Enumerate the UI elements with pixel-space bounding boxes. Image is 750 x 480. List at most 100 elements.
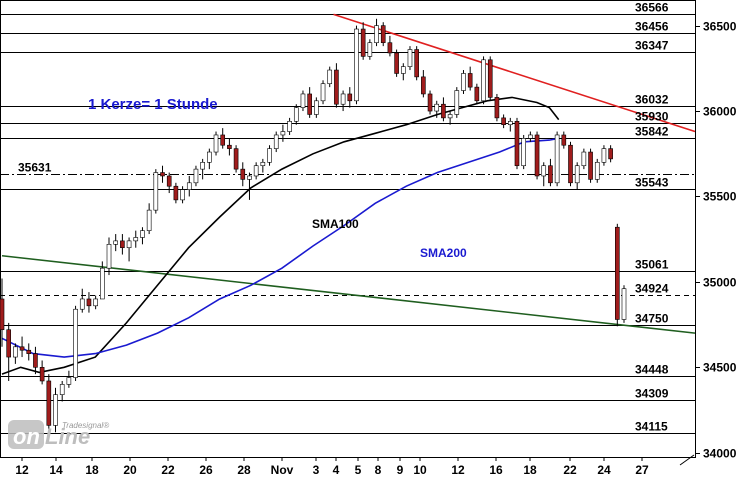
candles (0, 18, 627, 433)
candle-body (367, 42, 373, 57)
candle-body (33, 353, 38, 368)
candle-body (307, 93, 312, 115)
candle-body (394, 52, 399, 74)
candle-body (360, 28, 366, 57)
x-tick-label: 4 (333, 463, 340, 477)
candle-body (133, 237, 139, 242)
candle-body (200, 161, 205, 170)
candle-body (400, 66, 406, 74)
candle-body (267, 148, 272, 163)
moving-averages (1, 96, 560, 375)
x-tick-label: 12 (15, 463, 29, 477)
candle-body (548, 165, 553, 184)
x-tick-label: Nov (271, 463, 294, 477)
level-label: 36566 (635, 1, 669, 15)
candle-body (608, 148, 613, 160)
candle-body (240, 168, 246, 180)
candle-body (507, 120, 513, 126)
candle-body (260, 161, 266, 167)
candle-body (140, 230, 145, 238)
candle-body (160, 172, 165, 177)
x-tick-label: 28 (237, 463, 251, 477)
candle-body (447, 114, 453, 119)
annotation-text: 1 Kerze= 1 Stunde (88, 96, 218, 113)
candle-body (574, 165, 580, 184)
tradesignal-logo: on Line Tradesignal® (8, 420, 109, 449)
candle-body (601, 148, 607, 163)
candle-body (120, 240, 125, 249)
y-tick-label: 36500 (703, 20, 737, 34)
green-trendline (1, 254, 696, 334)
candle-body (113, 240, 119, 245)
candle-body (66, 377, 72, 385)
level-label: 36456 (635, 20, 669, 34)
candle-body (53, 394, 58, 426)
candle-body (26, 349, 32, 354)
x-tick-label: 16 (489, 463, 503, 477)
x-tick-label: 22 (161, 463, 175, 477)
candle-body (287, 120, 292, 132)
candle-body (86, 298, 92, 307)
level-label: 34750 (635, 312, 669, 326)
candle-body (39, 367, 45, 382)
candle-body (541, 165, 547, 177)
candle-body (528, 134, 533, 139)
sma100-label: SMA100 (312, 217, 359, 231)
y-tick-label: 34500 (703, 361, 737, 375)
trendlines (1, 13, 696, 334)
level-label: 36347 (635, 39, 669, 53)
x-tick-label: 18 (85, 463, 99, 477)
x-tick-label: 18 (523, 463, 537, 477)
candle-body (273, 134, 279, 149)
candle-body (280, 131, 286, 136)
level-label: 34924 (635, 282, 669, 296)
y-axis: 34000 34500 35000 35500 36000 36500 (695, 20, 737, 461)
x-tick-label: 27 (635, 463, 649, 477)
candle-body (327, 69, 333, 85)
candle-body (300, 93, 306, 108)
candle-body (354, 28, 359, 102)
x-tick-label: 14 (49, 463, 63, 477)
x-tick-label: 20 (123, 463, 137, 477)
candle-body (79, 298, 85, 310)
sma100-line (1, 96, 560, 375)
level-label: 35543 (635, 176, 669, 190)
candle-body (126, 240, 132, 249)
candle-body (421, 76, 426, 95)
sma200-line (1, 137, 559, 358)
sma200-label: SMA200 (420, 246, 467, 260)
candle-body (434, 103, 440, 112)
candle-body (59, 384, 65, 395)
candle-body (153, 172, 159, 211)
x-tick-label: 12 (451, 463, 465, 477)
candle-body (253, 165, 259, 177)
x-tick-label: 10 (413, 463, 427, 477)
candle-body (46, 380, 52, 426)
horizontal-levels (0, 14, 695, 434)
candle-body (193, 168, 199, 184)
level-label: 35842 (635, 125, 669, 139)
candle-body (314, 100, 319, 115)
candle-body (146, 209, 152, 231)
svg-text:Tradesignal®: Tradesignal® (62, 421, 109, 430)
level-label: 34309 (635, 387, 669, 401)
plot-frame (0, 0, 696, 458)
candle-body (454, 90, 460, 115)
candle-body (166, 175, 172, 187)
level-label: 35631 (18, 161, 52, 175)
level-label: 35930 (635, 110, 669, 124)
candle-body (19, 346, 25, 351)
candle-body (561, 134, 567, 146)
candle-body (494, 97, 500, 119)
candle-body (380, 25, 386, 44)
candle-body (334, 69, 339, 105)
candle-body (481, 59, 486, 102)
candle-body (6, 329, 11, 358)
axis-hatch (679, 454, 695, 466)
candle-body (407, 49, 413, 67)
level-label: 36032 (635, 93, 669, 107)
candle-body (427, 93, 433, 112)
candle-body (621, 288, 627, 320)
